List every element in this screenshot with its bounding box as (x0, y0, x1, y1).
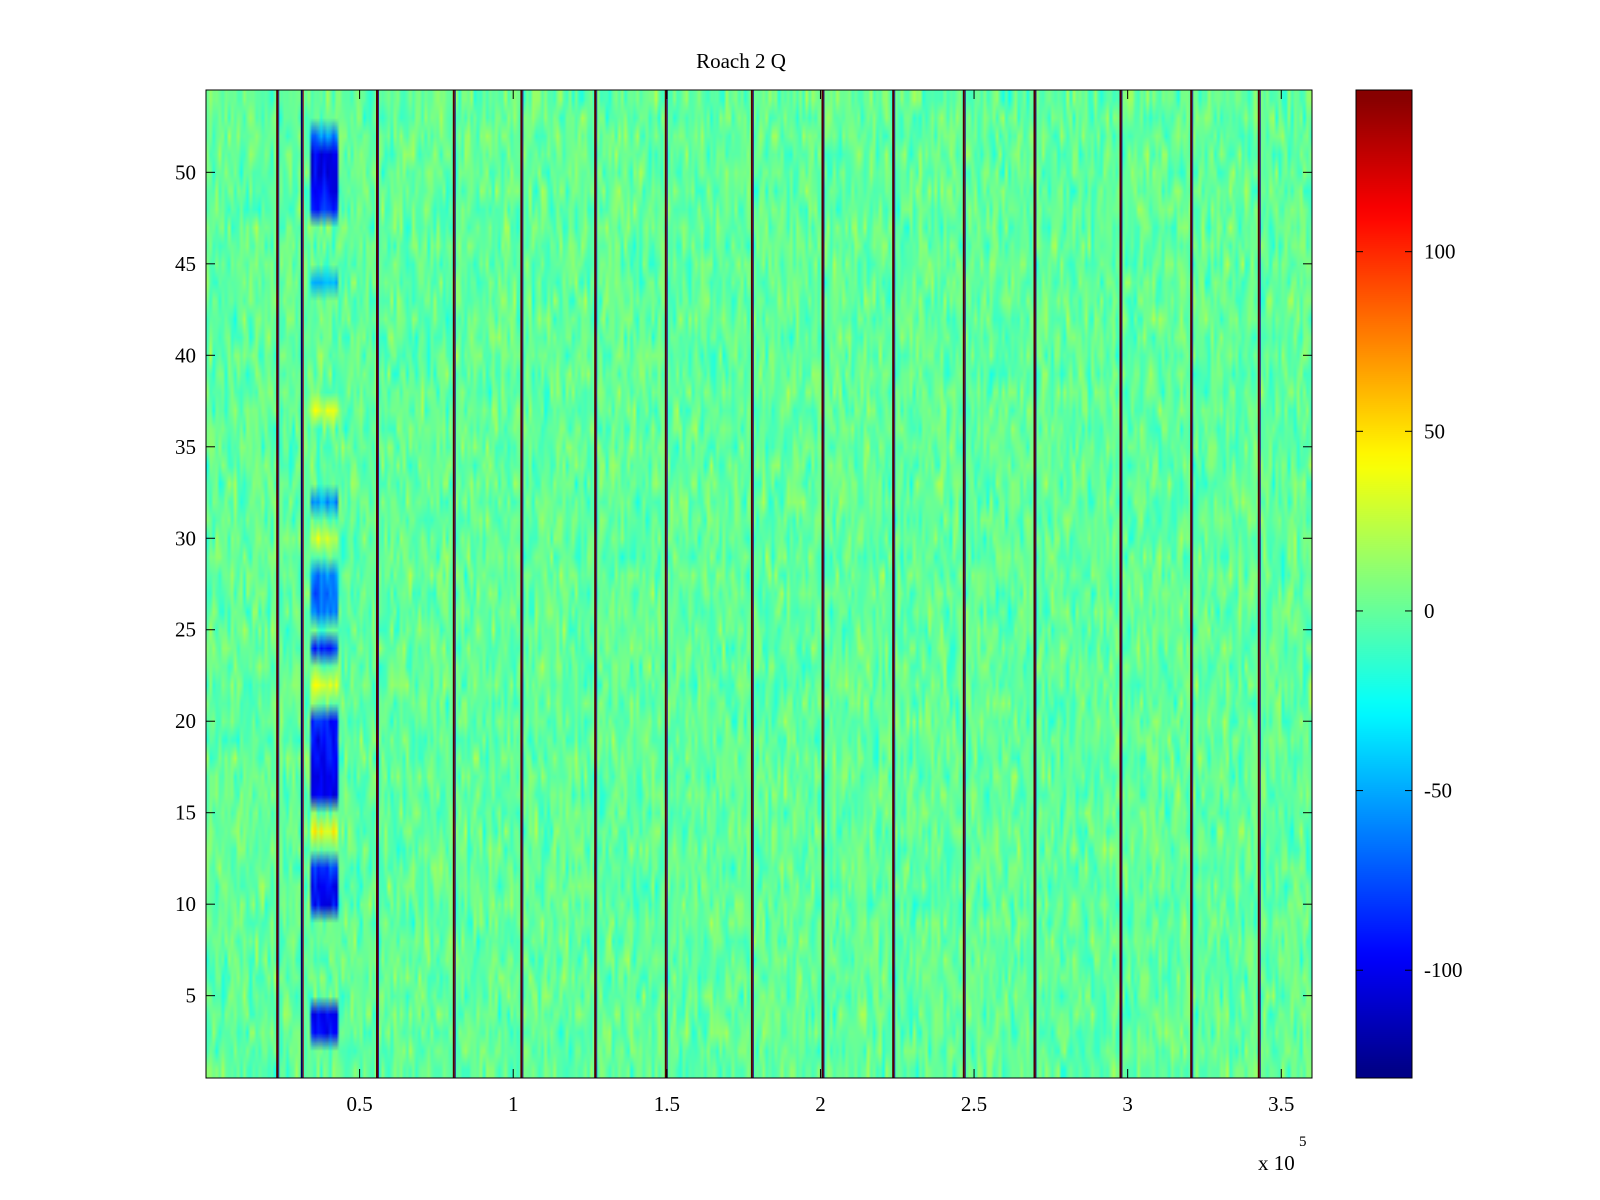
x-exponent-power: 5 (1299, 1134, 1307, 1150)
y-tick-label-2: 15 (175, 801, 196, 825)
colorbar-tick-label-4: 100 (1424, 240, 1456, 264)
stripe-edge-8 (823, 90, 825, 1078)
stripe-edge-3 (454, 90, 456, 1078)
x-tick-label-5: 3 (1122, 1092, 1133, 1116)
y-tick-label-4: 25 (175, 618, 196, 642)
stripe-edge-14 (1259, 90, 1261, 1078)
x-axis: 0.5 1 1.5 2 2.5 3 3.5 (346, 90, 1294, 1116)
y-tick-label-3: 20 (175, 709, 196, 733)
stripe-edge-12 (1121, 90, 1123, 1078)
stripe-edge-0 (278, 90, 280, 1078)
stripe-edge-9 (894, 90, 896, 1078)
stripe-edge-13 (1192, 90, 1194, 1078)
y-tick-label-0: 5 (186, 984, 197, 1008)
colorbar-tick-label-0: -100 (1424, 958, 1463, 982)
colorbar-gradient (1356, 90, 1412, 1078)
stripe-column-0 (276, 90, 279, 1078)
plot-frame (205, 89, 1313, 1079)
x-tick-label-3: 2 (815, 1092, 826, 1116)
chart-title: Roach 2 Q (696, 49, 786, 73)
colorbar-tick-label-3: 50 (1424, 419, 1445, 443)
colorbar-frame (1355, 89, 1413, 1079)
x-tick-label-4: 2.5 (961, 1092, 987, 1116)
y-tick-label-1: 10 (175, 892, 196, 916)
stripe-column-1 (300, 90, 303, 1078)
y-tick-label-5: 30 (175, 526, 196, 550)
colorbar-tick-label-1: -50 (1424, 779, 1452, 803)
stripe-edge-11 (1035, 90, 1037, 1078)
stripe-column-7 (750, 90, 753, 1078)
y-axis: 5 10 15 20 25 30 35 40 45 50 (175, 160, 1312, 1008)
stripe-column-8 (821, 90, 824, 1078)
stripe-column-5 (594, 90, 597, 1078)
x-exponent-label: x 10 (1258, 1151, 1295, 1175)
heatmap-cells (206, 90, 1312, 1078)
stripe-edge-5 (596, 90, 598, 1078)
x-tick-label-0: 0.5 (346, 1092, 372, 1116)
x-tick-label-2: 1.5 (654, 1092, 680, 1116)
stripe-edge-4 (522, 90, 524, 1078)
stripe-column-10 (962, 90, 965, 1078)
y-tick-label-7: 40 (175, 343, 196, 367)
stripe-column-9 (892, 90, 895, 1078)
stripe-column-11 (1033, 90, 1036, 1078)
stripe-edge-2 (378, 90, 379, 1078)
stripe-column-6 (664, 90, 667, 1078)
stripe-column-12 (1119, 90, 1122, 1078)
stripe-column-4 (520, 90, 523, 1078)
stripe-column-13 (1190, 90, 1193, 1078)
y-tick-label-9: 50 (175, 160, 196, 184)
stripe-column-2 (376, 90, 378, 1078)
stripe-edge-1 (302, 90, 304, 1078)
stripe-column-14 (1257, 90, 1260, 1078)
colorbar-tick-label-2: 0 (1424, 599, 1435, 623)
x-tick-label-1: 1 (508, 1092, 519, 1116)
colorbar-axis: -100 -50 0 50 100 (1356, 240, 1463, 982)
stripe-column-3 (452, 90, 455, 1078)
stripe-edge-6 (666, 90, 668, 1078)
y-tick-label-8: 45 (175, 252, 196, 276)
stripe-edge-10 (964, 90, 966, 1078)
x-tick-label-6: 3.5 (1268, 1092, 1294, 1116)
y-tick-label-6: 35 (175, 435, 196, 459)
stripe-edge-7 (752, 90, 754, 1078)
